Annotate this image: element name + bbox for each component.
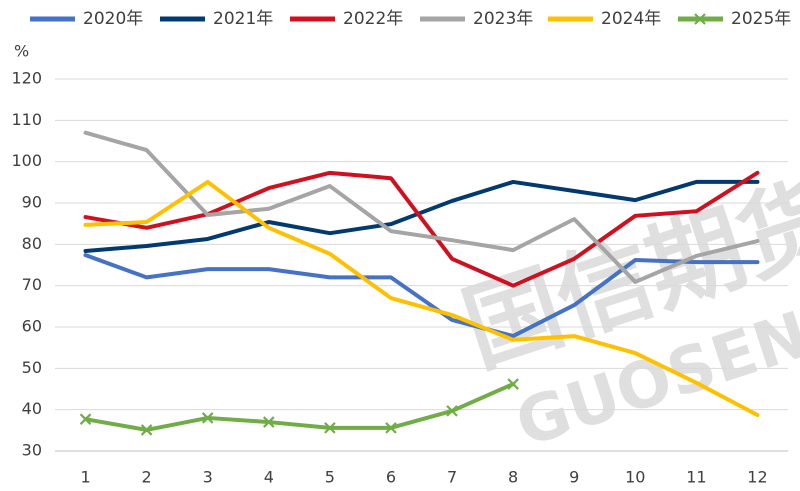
y-tick-label: 50	[22, 358, 42, 377]
legend-label: 2021年	[213, 9, 273, 29]
y-tick-label: 100	[11, 151, 42, 170]
y-tick-label: 120	[11, 69, 42, 88]
x-tick-label: 8	[508, 468, 518, 487]
marker	[140, 424, 153, 436]
x-tick-label: 11	[686, 468, 706, 487]
y-axis-label: %	[14, 42, 29, 61]
series-line	[83, 253, 760, 339]
marker	[324, 422, 336, 434]
y-tick-label: 80	[22, 234, 42, 253]
x-tick-label: 9	[569, 468, 579, 487]
series-line	[83, 179, 760, 253]
marker	[263, 416, 275, 428]
legend-label: 2025年	[731, 9, 791, 29]
x-tick-label: 3	[203, 468, 213, 487]
x-tick-label: 5	[325, 468, 335, 487]
marker	[79, 413, 92, 425]
y-tick-label: 40	[22, 399, 42, 418]
series-line	[83, 170, 760, 288]
x-tick-label: 1	[80, 468, 90, 487]
legend-label: 2020年	[83, 9, 143, 29]
marker	[201, 412, 214, 424]
series-line	[83, 130, 760, 284]
x-tick-label: 7	[447, 468, 457, 487]
y-tick-label: 60	[22, 317, 42, 336]
x-tick-label: 4	[264, 468, 274, 487]
y-tick-label: 70	[22, 275, 42, 294]
legend-label: 2022年	[343, 9, 403, 29]
marker	[385, 422, 397, 434]
y-tick-label: 90	[22, 193, 42, 212]
x-tick-label: 12	[747, 468, 767, 487]
y-tick-label: 30	[22, 441, 42, 460]
legend-marker	[694, 13, 706, 25]
legend-label: 2024年	[601, 9, 661, 29]
series-line	[83, 382, 516, 432]
x-tick-label: 6	[386, 468, 396, 487]
legend-label: 2023年	[473, 9, 533, 29]
marker	[507, 378, 519, 390]
marker	[446, 405, 458, 417]
x-tick-label: 10	[625, 468, 645, 487]
x-tick-label: 2	[142, 468, 152, 487]
series-line	[83, 179, 760, 418]
y-tick-label: 110	[11, 110, 42, 129]
